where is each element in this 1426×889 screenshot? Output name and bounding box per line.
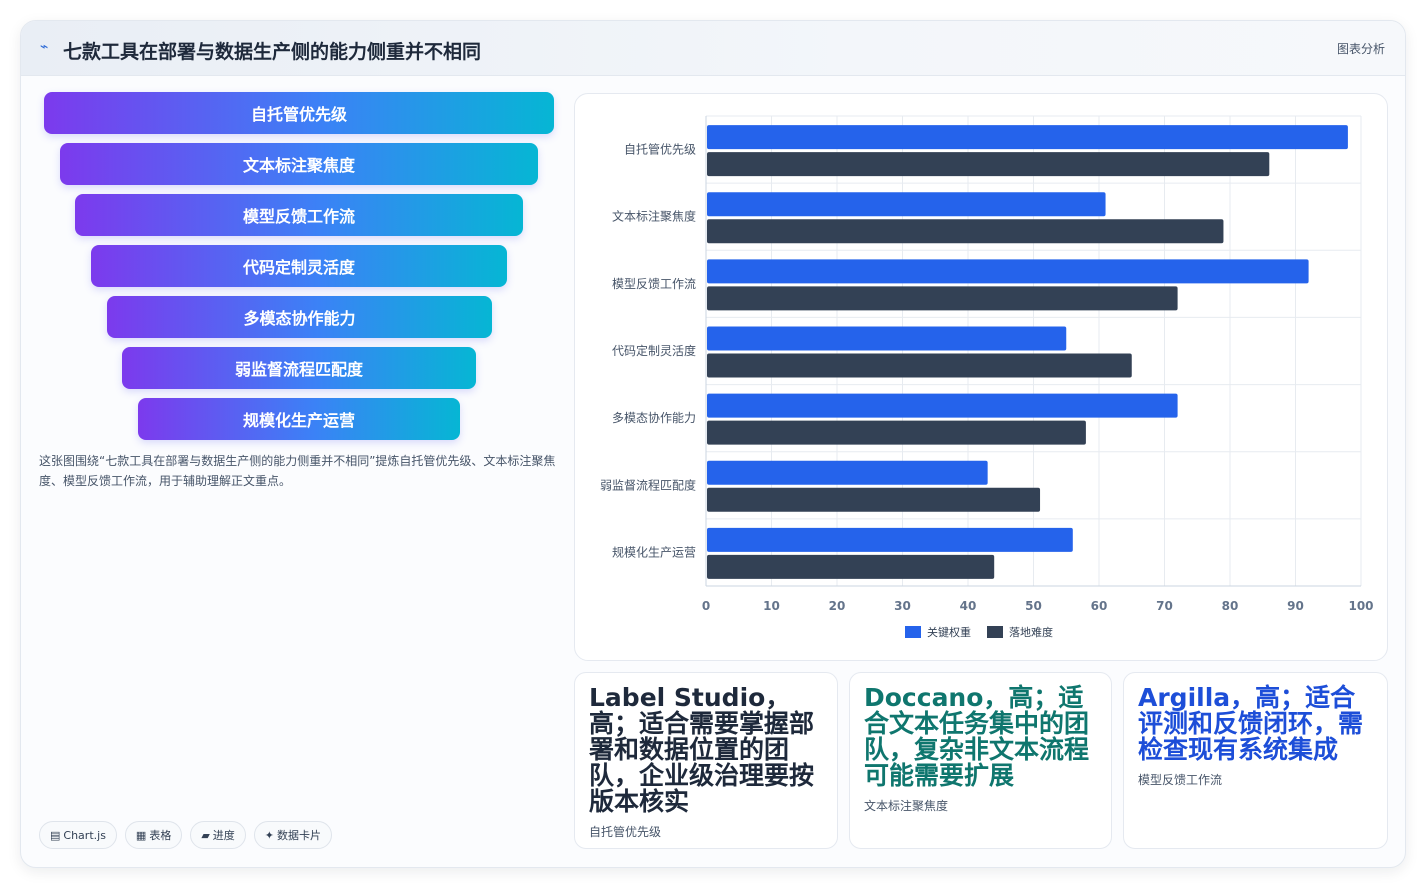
bar-chart-panel: 0 10 20 30 40 50 60 70 80 90 100 自托管优先级文本标注聚焦度 模型反馈工…: [574, 93, 1388, 661]
x-tick-label: 10: [763, 599, 780, 613]
chip-label: 进度: [212, 829, 235, 842]
legend-label: 落地难度: [1009, 625, 1053, 639]
y-tick-label: 文本标注聚焦度: [612, 209, 696, 224]
funnel-step-4: 代码定制灵活度: [91, 245, 507, 287]
info-card-label-studio: Label Studio，高；适合需要掌握部署和数据位置的团队，企业级治理要按版…: [574, 672, 838, 849]
info-card-title: Doccano，高；适合文本任务集中的团队，复杂非文本流程可能需要扩展: [864, 683, 1090, 790]
bar-key-weight: [707, 527, 1073, 552]
bar-difficulty: [707, 554, 995, 579]
main-card: ⌁ 七款工具在部署与数据生产侧的能力侧重并不相同 图表分析 自托管优先级 文本标…: [20, 20, 1406, 868]
legend-swatch: [905, 626, 921, 638]
chart-icon: ▤: [50, 828, 61, 842]
header-tag: 图表分析: [1336, 42, 1385, 56]
chart-line-icon: ⌁: [40, 39, 49, 55]
bar-key-weight: [707, 326, 1067, 351]
bar-difficulty: [707, 487, 1041, 512]
bar-key-weight: [707, 192, 1106, 217]
chip-label: 数据卡片: [277, 829, 322, 842]
x-tick-label: 50: [1025, 599, 1042, 613]
progress-icon: ▰: [201, 828, 210, 842]
x-tick-label: 20: [829, 599, 846, 613]
bar-difficulty: [707, 286, 1178, 311]
y-tick-label: 自托管优先级: [624, 142, 696, 157]
chart-description: 这张图围绕“七款工具在部署与数据生产侧的能力侧重并不相同”提炼自托管优先级、文本…: [39, 454, 556, 488]
funnel-step-7: 规模化生产运营: [138, 398, 460, 440]
y-tick-label: 模型反馈工作流: [612, 277, 696, 291]
funnel-step-5: 多模态协作能力: [107, 296, 492, 338]
y-tick-label: 弱监督流程匹配度: [600, 477, 696, 492]
page-title: 七款工具在部署与数据生产侧的能力侧重并不相同: [63, 41, 482, 63]
x-tick-label: 40: [960, 599, 977, 613]
y-tick-label: 代码定制灵活度: [612, 343, 696, 358]
funnel-step-3: 模型反馈工作流: [75, 194, 523, 236]
info-card-doccano: Doccano，高；适合文本任务集中的团队，复杂非文本流程可能需要扩展 文本标注…: [849, 672, 1112, 849]
info-card-subtitle: 模型反馈工作流: [1138, 773, 1223, 787]
funnel-step-2: 文本标注聚焦度: [60, 143, 538, 185]
bar-key-weight: [707, 125, 1348, 150]
x-tick-label: 0: [702, 599, 710, 613]
chip-chartjs[interactable]: ▤ Chart.js: [39, 821, 117, 849]
legend-swatch: [987, 626, 1003, 638]
y-tick-label: 规模化生产运营: [612, 544, 696, 559]
card-header: ⌁ 七款工具在部署与数据生产侧的能力侧重并不相同 图表分析: [21, 21, 1405, 76]
chip-row: ▤ Chart.js ▦ 表格 ▰ 进度 ✦ 数据卡片: [39, 821, 333, 849]
legend-label: 关键权重: [927, 625, 971, 639]
funnel-step-6: 弱监督流程匹配度: [122, 347, 476, 389]
bar-chart: 0 10 20 30 40 50 60 70 80 90 100 自托管优先级文本标注聚焦度模型反馈工…: [600, 115, 1374, 639]
x-tick-label: 80: [1222, 599, 1239, 613]
info-card-argilla: Argilla，高；适合评测和反馈闭环，需检查现有系统集成 模型反馈工作流: [1123, 672, 1388, 849]
y-tick-label: 多模态协作能力: [612, 410, 696, 425]
x-tick-label: 70: [1156, 599, 1173, 613]
x-tick-label: 30: [894, 599, 911, 613]
bar-difficulty: [707, 152, 1270, 177]
sparkle-icon: ✦: [264, 828, 275, 842]
chip-data-card[interactable]: ✦ 数据卡片: [253, 821, 333, 849]
bar-key-weight: [707, 393, 1178, 418]
chip-label: Chart.js: [63, 828, 106, 842]
bar-key-weight: [707, 460, 988, 485]
x-tick-label: 90: [1287, 599, 1304, 613]
info-card-title: Argilla，高；适合评测和反馈闭环，需检查现有系统集成: [1138, 683, 1364, 764]
bar-difficulty: [707, 353, 1132, 378]
x-tick-label: 60: [1091, 599, 1108, 613]
bar-difficulty: [707, 219, 1224, 244]
bar-difficulty: [707, 420, 1086, 445]
bar-key-weight: [707, 259, 1309, 284]
info-card-subtitle: 文本标注聚焦度: [864, 799, 949, 813]
table-icon: ▦: [135, 828, 147, 842]
info-card-subtitle: 自托管优先级: [589, 825, 662, 839]
funnel-step-1: 自托管优先级: [44, 92, 554, 134]
info-card-title: Label Studio，高；适合需要掌握部署和数据位置的团队，企业级治理要按版…: [589, 683, 815, 816]
x-tick-label: 100: [1348, 599, 1373, 613]
chip-label: 表格: [149, 829, 172, 842]
chip-table[interactable]: ▦ 表格: [124, 821, 183, 849]
chip-progress[interactable]: ▰ 进度: [190, 821, 246, 849]
